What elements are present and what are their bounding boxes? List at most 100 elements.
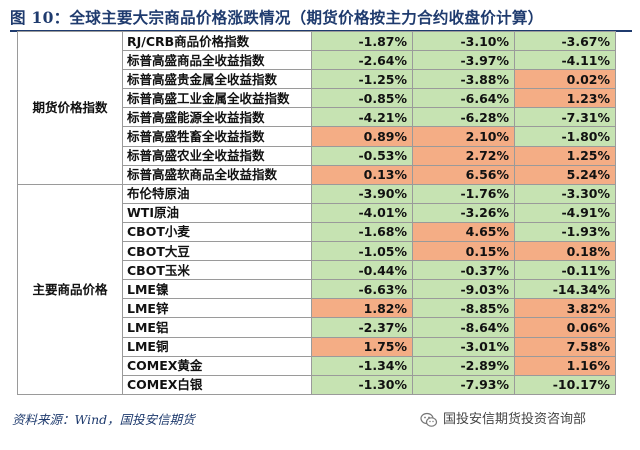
commodity-name: 标普高盛软商品全收益指数 [122, 164, 312, 185]
table-body: 期货价格指数 RJ/CRB商品价格指数 -1.87% -3.10% -3.67% 标普高盛… [17, 30, 616, 395]
table-row: 期货价格指数 RJ/CRB商品价格指数 -1.87% -3.10% -3.67% [17, 30, 616, 185]
change-value-col-1: 1.82% [311, 298, 413, 319]
change-value-col-2: 4.65% [412, 221, 515, 243]
change-value-col-2: -3.10% [412, 30, 515, 52]
change-value-col-1: 0.89% [311, 126, 413, 147]
change-value-col-1: 0.13% [311, 164, 413, 185]
change-value-col-1: -1.05% [311, 241, 413, 262]
table-row: WTI原油 -4.01% -3.26% -4.91% [18, 202, 616, 223]
table-row: COMEX黄金 -1.34% -2.89% 1.16% [18, 355, 616, 376]
commodity-name: 标普高盛贵金属全收益指数 [122, 69, 312, 90]
change-value-col-1: -1.30% [311, 374, 413, 395]
commodity-name: 标普高盛能源全收益指数 [122, 107, 312, 128]
change-value-col-3: 1.23% [514, 88, 616, 109]
change-value-col-2: 2.72% [412, 145, 515, 166]
table-row: LME铜 1.75% -3.01% 7.58% [18, 336, 616, 357]
change-value-col-2: -3.97% [412, 50, 515, 71]
commodity-name: RJ/CRB商品价格指数 [122, 30, 312, 52]
commodity-name: CBOT玉米 [122, 260, 312, 281]
table-row: 标普高盛贵金属全收益指数 -1.25% -3.88% 0.02% [18, 69, 616, 90]
change-value-col-2: -0.37% [412, 260, 515, 281]
change-value-col-3: 0.18% [514, 241, 616, 262]
table-row: 标普高盛软商品全收益指数 0.13% 6.56% 5.24% [18, 164, 616, 185]
change-value-col-3: -7.31% [514, 107, 616, 128]
change-value-col-2: -1.76% [412, 183, 515, 204]
change-value-col-3: 0.06% [514, 317, 616, 338]
change-value-col-2: -6.28% [412, 107, 515, 128]
change-value-col-1: -1.87% [311, 30, 413, 52]
change-value-col-3: -3.30% [514, 183, 616, 204]
table-row: 标普高盛工业金属全收益指数 -0.85% -6.64% 1.23% [18, 88, 616, 109]
change-value-col-2: -6.64% [412, 88, 515, 109]
change-value-col-1: -2.37% [311, 317, 413, 338]
source-note: 资料来源：Wind，国投安信期货 [12, 412, 195, 427]
change-value-col-3: 3.82% [514, 298, 616, 319]
change-value-col-3: -1.80% [514, 126, 616, 147]
commodity-name: CBOT大豆 [122, 241, 312, 262]
commodity-name: 标普高盛商品全收益指数 [122, 50, 312, 71]
change-value-col-1: -6.63% [311, 279, 413, 300]
change-value-col-2: 2.10% [412, 126, 515, 147]
commodity-name: WTI原油 [122, 202, 312, 223]
change-value-col-1: -1.34% [311, 355, 413, 376]
change-value-col-3: -4.11% [514, 50, 616, 71]
change-value-col-1: -2.64% [311, 50, 413, 71]
change-value-col-2: -3.01% [412, 336, 515, 357]
change-value-col-1: -4.21% [311, 107, 413, 128]
table-row: 主要商品价格 布伦特原油 -3.90% -1.76% -3.30% [17, 183, 616, 395]
commodity-name: COMEX黄金 [122, 355, 312, 376]
commodity-name: 布伦特原油 [122, 183, 312, 204]
table-row: COMEX白银 -1.30% -7.93% -10.17% [18, 374, 616, 395]
change-value-col-1: -3.90% [311, 183, 413, 204]
change-value-col-2: -2.89% [412, 355, 515, 376]
commodity-name: 标普高盛农业全收益指数 [122, 145, 312, 166]
commodity-name: 标普高盛牲畜全收益指数 [122, 126, 312, 147]
brand-footer: 国投安信期货投资咨询部 [420, 409, 586, 431]
group-label: 期货价格指数 [17, 31, 123, 185]
change-value-col-3: -4.91% [514, 202, 616, 223]
change-value-col-1: -0.85% [311, 88, 413, 109]
table-row: 标普高盛能源全收益指数 -4.21% -6.28% -7.31% [18, 107, 616, 128]
figure-title: 图 10：全球主要大宗商品价格涨跌情况（期货价格按主力合约收盘价计算） [10, 8, 544, 27]
change-value-col-2: -9.03% [412, 279, 515, 300]
table-row: 标普高盛商品全收益指数 -2.64% -3.97% -4.11% [18, 50, 616, 71]
change-value-col-2: -8.64% [412, 317, 515, 338]
table-row: CBOT大豆 -1.05% 0.15% 0.18% [18, 241, 616, 262]
change-value-col-3: -10.17% [514, 374, 616, 395]
change-value-col-1: -0.53% [311, 145, 413, 166]
change-value-col-3: -14.34% [514, 279, 616, 300]
wechat-icon [420, 412, 438, 427]
change-value-col-3: 5.24% [514, 164, 616, 185]
change-value-col-1: 1.75% [311, 336, 413, 357]
change-value-col-2: -3.26% [412, 202, 515, 223]
change-value-col-1: -1.25% [311, 69, 413, 90]
brand-name: 国投安信期货投资咨询部 [443, 412, 587, 427]
change-value-col-3: 7.58% [514, 336, 616, 357]
commodity-name: COMEX白银 [122, 374, 312, 395]
table-row: 标普高盛牲畜全收益指数 0.89% 2.10% -1.80% [18, 126, 616, 147]
group-label: 主要商品价格 [17, 183, 123, 395]
table-row: LME镍 -6.63% -9.03% -14.34% [18, 279, 616, 300]
commodity-name: 标普高盛工业金属全收益指数 [122, 88, 312, 109]
change-value-col-3: 0.02% [514, 69, 616, 90]
commodity-price-table: 期货价格指数 RJ/CRB商品价格指数 -1.87% -3.10% -3.67% 标普高盛… [17, 30, 616, 395]
commodity-name: LME铜 [122, 336, 312, 357]
change-value-col-2: 6.56% [412, 164, 515, 185]
table-row: LME铝 -2.37% -8.64% 0.06% [18, 317, 616, 338]
change-value-col-1: -4.01% [311, 202, 413, 223]
change-value-col-3: -3.67% [514, 30, 616, 52]
change-value-col-2: -7.93% [412, 374, 515, 395]
change-value-col-3: 1.16% [514, 355, 616, 376]
commodity-name: LME锌 [122, 298, 312, 319]
commodity-name: LME铝 [122, 317, 312, 338]
change-value-col-3: 1.25% [514, 145, 616, 166]
change-value-col-2: 0.15% [412, 241, 515, 262]
commodity-name: LME镍 [122, 279, 312, 300]
table-row: 标普高盛农业全收益指数 -0.53% 2.72% 1.25% [18, 145, 616, 166]
change-value-col-2: -8.85% [412, 298, 515, 319]
change-value-col-2: -3.88% [412, 69, 515, 90]
change-value-col-3: -1.93% [514, 221, 616, 243]
change-value-col-3: -0.11% [514, 260, 616, 281]
commodity-name: CBOT小麦 [122, 221, 312, 243]
table-row: CBOT小麦 -1.68% 4.65% -1.93% [18, 221, 616, 243]
